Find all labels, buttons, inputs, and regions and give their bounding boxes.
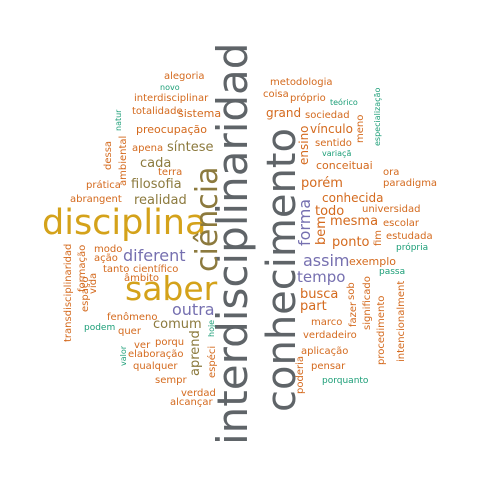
word-proprio: próprio (290, 93, 326, 104)
word-universidad: universidad (362, 204, 421, 215)
word-coisa: coisa (263, 89, 289, 100)
word-ver: ver (134, 340, 151, 351)
word-porqu: porqu (155, 337, 185, 348)
word-mesma: mesma (330, 214, 379, 229)
word-ambito: âmbito (124, 273, 160, 284)
word-assim: assim (303, 251, 350, 270)
word-fim: fim (373, 229, 384, 246)
word-sob: sob (346, 282, 357, 300)
word-variaca: variaçã (322, 149, 352, 158)
word-significado: significado (362, 276, 373, 330)
word-grand: grand (266, 106, 302, 120)
word-bem: bem (314, 216, 329, 245)
word-intencionalment: intencionalment (396, 280, 407, 362)
word-part: part (300, 299, 327, 314)
word-conhecida: conhecida (322, 191, 384, 205)
word-ensino: ensino (297, 125, 311, 165)
word-escolar: escolar (383, 218, 419, 229)
word-terra: terra (158, 167, 183, 178)
word-alegoria: alegoria (164, 71, 205, 82)
word-quer: quer (118, 326, 141, 337)
word-novo: novo (160, 83, 180, 92)
word-aplicacao: aplicação (301, 346, 349, 357)
word-teorico: teórico (330, 98, 358, 107)
word-vinculo: vínculo (310, 122, 353, 136)
word-dessa: dessa (103, 140, 114, 170)
word-sistema: sistema (178, 107, 222, 120)
word-especializacao: especialização (373, 87, 382, 146)
word-propria: própria (396, 243, 429, 253)
word-elaboracao: elaboração (128, 349, 184, 360)
word-totalidade: totalidade (132, 106, 183, 117)
word-comum: comum (153, 317, 202, 332)
word-hoje: hoje (207, 319, 216, 337)
word-disciplina: disciplina (42, 203, 207, 243)
word-fazer: fazer (348, 301, 359, 327)
word-tanto: tanto (103, 264, 130, 275)
word-modo: modo (94, 244, 123, 255)
word-poderia: poderia (295, 356, 306, 394)
word-saber: saber (125, 269, 218, 308)
word-preocupacao: preocupação (136, 123, 208, 136)
word-interdisciplinar: interdisciplinar (134, 93, 209, 104)
word-marco: marco (311, 317, 343, 328)
word-sociedad: sociedad (305, 110, 350, 121)
word-pratica: prática (86, 180, 121, 191)
word-cientifico: científico (133, 264, 179, 275)
word-porem: porém (301, 176, 343, 191)
word-outra: outra (172, 300, 215, 319)
word-exemplo: exemplo (349, 255, 396, 268)
word-meno: meno (355, 114, 366, 143)
word-todo: todo (315, 204, 345, 219)
word-ambiental: ambiental (118, 135, 129, 186)
word-alcancar: alcançar (170, 397, 213, 408)
word-pensar: pensar (311, 361, 346, 372)
word-espaco: espaço (80, 276, 91, 312)
word-ora: ora (383, 167, 400, 178)
word-ciencia: ciência (190, 166, 225, 272)
word-verdadeiro: verdadeiro (303, 330, 357, 341)
word-podem: podem (84, 323, 116, 333)
word-metodologia: metodologia (270, 77, 333, 88)
word-transdisciplinaridad: transdisciplinaridad (63, 243, 74, 342)
word-cada: cada (140, 156, 172, 171)
word-qualquer: qualquer (133, 361, 178, 372)
word-sentido: sentido (315, 138, 352, 149)
word-realidad: realidad (134, 193, 187, 208)
word-apena: apena (132, 143, 164, 154)
word-abrangent: abrangent (70, 194, 122, 205)
word-busca: busca (300, 287, 339, 302)
word-forma: forma (295, 198, 314, 246)
word-paradigma: paradigma (383, 178, 438, 189)
word-tempo: tempo (297, 268, 346, 286)
word-filosofia: filosofia (131, 177, 182, 192)
word-porquanto: porquanto (322, 376, 369, 386)
word-valor: valor (119, 345, 128, 366)
word-natur: natur (114, 109, 123, 131)
word-fenomeno: fenômeno (107, 312, 158, 323)
word-passa: passa (379, 267, 406, 277)
word-verdad: verdad (181, 388, 216, 399)
word-procedimento: procedimento (376, 295, 387, 365)
word-sempr: sempr (155, 375, 187, 386)
word-ponto: ponto (332, 235, 370, 250)
word-acao: ação (94, 253, 118, 264)
word-conceituai: conceituai (316, 159, 373, 172)
word-especi: espéci (207, 345, 218, 378)
word-estudada: estudada (386, 231, 433, 242)
word-aprend: aprend (188, 330, 203, 376)
word-diferent: diferent (123, 246, 186, 265)
word-sintese: síntese (167, 140, 214, 155)
